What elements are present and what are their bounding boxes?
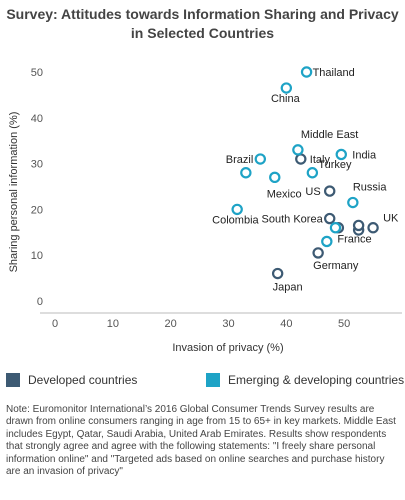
- y-tick-label: 40: [31, 113, 43, 125]
- point-label-uk: UK: [383, 213, 399, 225]
- scatter-chart: 0 10 20 30 40 50 0 10 20 30 40 50 Invasion of privac…: [8, 66, 402, 354]
- point-label-japan: Japan: [273, 282, 303, 294]
- data-point-thailand: [300, 66, 313, 78]
- data-point-brazil: [254, 153, 267, 165]
- data-point-russia: [347, 196, 359, 209]
- data-point-us: [324, 185, 336, 197]
- data-point-middle-east: [292, 144, 304, 156]
- footnote: Note: Euromonitor International’s 2016 G…: [6, 404, 396, 478]
- x-tick-label: 50: [338, 318, 350, 330]
- point-label-south-korea: South Korea: [262, 214, 324, 226]
- y-tick-label: 0: [37, 296, 43, 308]
- legend-item-emerging: Emerging & developing countries: [206, 373, 404, 387]
- data-point-germany: [312, 247, 324, 259]
- legend-label-developed: Developed countries: [28, 373, 138, 387]
- y-tick-label: 20: [31, 204, 43, 216]
- y-tick-label: 50: [31, 67, 43, 79]
- point-label-brazil: Brazil: [226, 154, 254, 166]
- data-point-india: [335, 148, 347, 161]
- data-point-uk: [367, 222, 379, 234]
- point-label-colombia: Colombia: [212, 214, 259, 226]
- legend-swatch-developed: [6, 373, 20, 387]
- legend-item-developed: Developed countries: [6, 373, 137, 387]
- data-point: [352, 219, 365, 232]
- data-point: [329, 222, 342, 234]
- x-axis-title: Invasion of privacy (%): [172, 342, 283, 354]
- data-point: [240, 167, 252, 179]
- legend-label-emerging: Emerging & developing countries: [228, 373, 405, 387]
- data-point-china: [280, 82, 293, 94]
- x-tick-label: 40: [280, 318, 292, 330]
- data-point-south-korea: [324, 212, 336, 225]
- point-label-thailand: Thailand: [313, 67, 355, 79]
- point-label-turkey: Turkey: [318, 159, 352, 171]
- y-axis-title: Sharing personal information (%): [8, 112, 20, 273]
- chart-title: Survey: Attitudes towards Information Sh…: [6, 6, 399, 41]
- data-point-italy: [295, 153, 307, 165]
- x-tick-label: 0: [52, 318, 58, 330]
- point-label-us: US: [305, 186, 320, 198]
- x-tick-label: 30: [222, 318, 234, 330]
- point-label-china: China: [271, 93, 301, 105]
- point-label-france: France: [337, 234, 371, 246]
- legend: Developed countries Emerging & developin…: [0, 373, 405, 393]
- point-label-india: India: [352, 149, 377, 161]
- point-label-italy: Italy: [310, 154, 331, 166]
- y-tick-label: 30: [31, 159, 43, 171]
- point-label-germany: Germany: [313, 260, 359, 272]
- data-point-mexico: [269, 171, 281, 184]
- data-point-turkey: [306, 167, 319, 179]
- data-point-colombia: [231, 203, 243, 216]
- point-label-middle-east: Middle East: [301, 129, 358, 141]
- data-point: [321, 235, 333, 248]
- legend-swatch-emerging: [206, 373, 220, 387]
- x-tick-label: 10: [107, 318, 119, 330]
- y-tick-label: 10: [31, 250, 43, 262]
- x-tick-label: 20: [165, 318, 177, 330]
- point-label-russia: Russia: [353, 182, 388, 194]
- data-point-japan: [271, 267, 284, 280]
- point-label-mexico: Mexico: [267, 188, 302, 200]
